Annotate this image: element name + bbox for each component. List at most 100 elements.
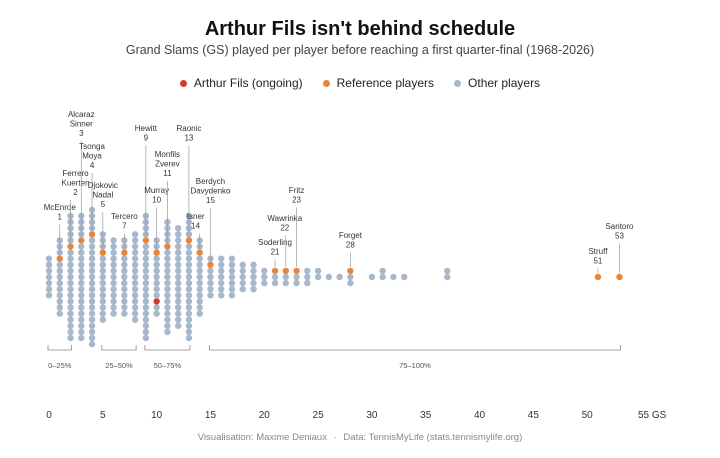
dot-other-player bbox=[239, 267, 246, 275]
x-tick-label: 55 GS bbox=[638, 410, 667, 421]
dot-other-player bbox=[207, 267, 214, 275]
dot-other-player bbox=[218, 292, 225, 299]
dot-other-player bbox=[347, 273, 354, 281]
dot-other-player bbox=[56, 267, 63, 275]
dot-other-player bbox=[45, 292, 53, 299]
dot-other-player bbox=[131, 237, 139, 244]
dot-other-player bbox=[174, 225, 182, 232]
dot-other-player bbox=[304, 273, 311, 281]
legend-swatch-other-players bbox=[454, 79, 462, 87]
dot-other-player bbox=[174, 273, 182, 281]
dot-other-player bbox=[185, 298, 193, 305]
dot-other-player bbox=[56, 298, 63, 305]
dot-other-player bbox=[218, 255, 225, 262]
dot-other-player bbox=[67, 310, 74, 317]
legend-item-arthur-fils: Arthur Fils (ongoing) bbox=[179, 76, 303, 90]
legend: Arthur Fils (ongoing) Reference players … bbox=[0, 76, 720, 90]
reference-player-label: 3 bbox=[79, 129, 84, 138]
dot-other-player bbox=[185, 310, 193, 317]
dot-other-player bbox=[153, 310, 160, 317]
reference-player-label: Zverev bbox=[155, 160, 179, 169]
dot-other-player bbox=[67, 267, 74, 275]
dot-other-player bbox=[304, 279, 311, 287]
reference-player-label: Wawrinka bbox=[267, 214, 302, 223]
reference-player-label: Berdych bbox=[196, 177, 225, 186]
footer-separator: · bbox=[333, 432, 337, 443]
reference-player-label: 53 bbox=[615, 232, 624, 241]
dot-other-player bbox=[67, 286, 74, 293]
dot-other-player bbox=[131, 273, 139, 281]
dot-other-player bbox=[78, 304, 85, 311]
dot-reference-player bbox=[282, 267, 289, 275]
dot-other-player bbox=[88, 261, 96, 268]
dot-other-player bbox=[218, 267, 225, 275]
footer: Visualisation: Maxime Deniaux · Data: Te… bbox=[0, 432, 720, 443]
dot-other-player bbox=[78, 328, 85, 336]
dot-other-player bbox=[196, 298, 203, 305]
dot-other-player bbox=[218, 261, 225, 268]
dot-other-player bbox=[78, 298, 85, 305]
reference-player-label: Hewitt bbox=[135, 124, 158, 133]
dot-other-player bbox=[207, 273, 214, 281]
dot-reference-player bbox=[196, 249, 203, 256]
dot-other-player bbox=[99, 273, 107, 281]
legend-label-arthur-fils: Arthur Fils (ongoing) bbox=[193, 76, 303, 90]
reference-player-label: 51 bbox=[593, 257, 602, 266]
dot-other-player bbox=[164, 267, 171, 275]
dot-other-player bbox=[261, 267, 268, 275]
reference-player-label: Davydenko bbox=[190, 187, 231, 196]
quartile-label: 75–100% bbox=[399, 361, 431, 370]
dot-other-player bbox=[131, 243, 139, 250]
dot-other-player bbox=[142, 328, 150, 336]
dot-other-player bbox=[142, 243, 150, 250]
dot-other-player bbox=[185, 273, 193, 281]
dot-other-player bbox=[88, 243, 96, 250]
dot-other-player bbox=[67, 316, 74, 323]
dot-other-player bbox=[88, 249, 96, 256]
dot-other-player bbox=[121, 261, 128, 268]
dot-other-player bbox=[153, 255, 160, 262]
dot-reference-player bbox=[121, 249, 128, 256]
dot-other-player bbox=[88, 279, 96, 287]
dot-other-player bbox=[164, 292, 171, 299]
dot-other-player bbox=[164, 322, 171, 329]
reference-player-label: 23 bbox=[292, 196, 301, 205]
reference-player-label: 2 bbox=[73, 188, 78, 197]
legend-swatch-arthur-fils bbox=[179, 79, 187, 87]
reference-player-label: 10 bbox=[152, 196, 161, 205]
dot-other-player bbox=[196, 292, 203, 299]
dot-other-player bbox=[250, 286, 257, 293]
reference-player-label: 21 bbox=[271, 248, 280, 257]
dot-other-player bbox=[164, 261, 171, 268]
dot-other-player bbox=[131, 310, 139, 317]
dot-other-player bbox=[347, 279, 354, 287]
dot-other-player bbox=[88, 267, 96, 275]
dot-other-player bbox=[99, 316, 107, 323]
reference-player-label: Santoro bbox=[605, 222, 634, 231]
dot-other-player bbox=[228, 292, 236, 299]
reference-player-label: Moya bbox=[82, 152, 102, 161]
dot-other-player bbox=[110, 279, 117, 287]
quartile-bracket bbox=[209, 345, 621, 351]
dot-other-player bbox=[99, 304, 107, 311]
dot-reference-player bbox=[207, 261, 214, 268]
dot-other-player bbox=[78, 316, 85, 323]
dot-other-player bbox=[185, 267, 193, 275]
x-tick-label: 20 bbox=[259, 410, 271, 421]
chart-subtitle: Grand Slams (GS) played per player befor… bbox=[125, 43, 595, 57]
dot-other-player bbox=[196, 267, 203, 275]
reference-player-label: Soderling bbox=[258, 238, 292, 247]
quartile-bracket bbox=[144, 345, 191, 351]
footer-source: Data: TennisMyLife (stats.tennismylife.o… bbox=[343, 432, 523, 443]
reference-player-label: Tsonga bbox=[79, 142, 105, 151]
dot-other-player bbox=[239, 286, 246, 293]
dot-other-player bbox=[142, 279, 150, 287]
dot-reference-player bbox=[164, 243, 171, 250]
dot-other-player bbox=[67, 279, 74, 287]
dot-other-player bbox=[185, 279, 193, 287]
dot-other-player bbox=[153, 304, 160, 311]
dot-other-player bbox=[78, 286, 85, 293]
dot-other-player bbox=[379, 273, 386, 281]
dot-other-player bbox=[67, 273, 74, 281]
dot-other-player bbox=[88, 273, 96, 281]
